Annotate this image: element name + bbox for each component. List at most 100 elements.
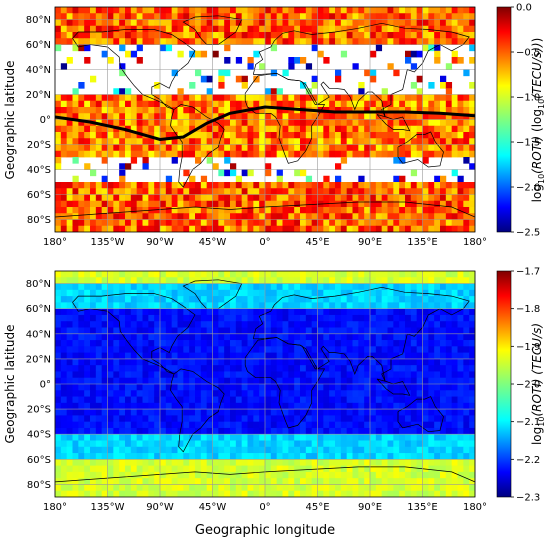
heatmap-cell	[230, 365, 237, 372]
heatmap-cell	[311, 94, 318, 102]
heatmap-cell	[165, 94, 173, 102]
heatmap-cell	[119, 358, 126, 366]
heatmap-cell	[183, 446, 190, 454]
heatmap-cell	[288, 296, 295, 303]
heatmap-cell	[235, 182, 243, 189]
heatmap-cell	[294, 283, 301, 291]
heatmap-cell	[154, 402, 161, 410]
heatmap-cell	[405, 38, 412, 45]
heatmap-cell	[445, 427, 453, 435]
heatmap-cell	[55, 421, 62, 429]
colorbar-label-top: log10(ROTI) (log10(TECU/s)))	[530, 38, 546, 203]
heatmap-cell	[440, 200, 447, 208]
heatmap-cell	[370, 213, 377, 220]
heatmap-cell	[352, 13, 359, 20]
heatmap-cell	[364, 365, 371, 372]
heatmap-cell	[72, 125, 79, 133]
heatmap-cell	[195, 490, 202, 497]
heatmap-cell	[101, 384, 108, 391]
heatmap-cell	[422, 119, 429, 127]
heatmap-cell	[340, 427, 348, 435]
heatmap-cell	[212, 440, 219, 448]
heatmap-cell	[78, 38, 85, 45]
heatmap-cell	[241, 490, 248, 497]
heatmap-cell	[165, 421, 173, 429]
heatmap-cell	[335, 25, 342, 33]
heatmap-cell	[200, 377, 208, 385]
heatmap-cell	[218, 453, 225, 460]
heatmap-cell	[317, 409, 324, 416]
heatmap-cell	[119, 402, 126, 410]
heatmap-cell	[90, 478, 97, 485]
heatmap-cell	[416, 365, 423, 372]
heatmap-cell	[294, 453, 301, 460]
heatmap-cell	[428, 421, 435, 429]
heatmap-cell	[335, 132, 342, 139]
heatmap-cell	[393, 471, 400, 479]
heatmap-cell	[119, 384, 126, 391]
heatmap-cell	[375, 107, 383, 114]
heatmap-cell	[78, 219, 85, 227]
heatmap-cell	[165, 440, 173, 448]
heatmap-cell	[113, 38, 120, 45]
heatmap-cell	[200, 471, 208, 479]
heatmap-cell	[305, 415, 313, 423]
heatmap-cell	[101, 138, 108, 145]
heatmap-cell	[323, 446, 330, 454]
heatmap-cell	[195, 314, 202, 322]
heatmap-cell	[177, 377, 184, 385]
heatmap-cell	[177, 421, 184, 429]
heatmap-cell	[352, 182, 359, 189]
heatmap-cell	[323, 32, 330, 39]
heatmap-cell	[276, 402, 283, 410]
heatmap-cell	[183, 200, 190, 208]
heatmap-cell	[160, 484, 167, 492]
heatmap-cell	[136, 144, 143, 152]
heatmap-cell	[130, 484, 138, 492]
heatmap-cell	[428, 377, 435, 385]
heatmap-cell	[90, 377, 97, 385]
heatmap-cell	[294, 484, 301, 492]
heatmap-cells-top	[55, 7, 475, 232]
heatmap-cell	[253, 409, 260, 416]
heatmap-cell	[148, 225, 155, 232]
heatmap-cell	[305, 384, 313, 391]
heatmap-cell	[270, 219, 278, 227]
heatmap-cell	[422, 225, 429, 232]
heatmap-cell	[119, 94, 126, 102]
heatmap-cell	[422, 321, 429, 328]
heatmap-cell	[113, 358, 120, 366]
heatmap-cell	[451, 207, 458, 214]
heatmap-cell	[364, 371, 371, 379]
heatmap-cell	[265, 289, 272, 297]
heatmap-cell	[101, 377, 108, 385]
heatmap-cell	[230, 446, 237, 454]
heatmap-cell	[288, 384, 295, 391]
heatmap-cell	[445, 25, 453, 33]
heatmap-cell	[101, 157, 108, 164]
heatmap-cell	[247, 289, 254, 297]
heatmap-cell	[428, 471, 435, 479]
heatmap-cell	[282, 490, 289, 497]
heatmap-cell	[434, 150, 441, 158]
heatmap-cell	[107, 453, 114, 460]
heatmap-cell	[387, 402, 394, 410]
heatmap-cell	[358, 490, 365, 497]
heatmap-cell	[171, 471, 178, 479]
heatmap-cell	[171, 390, 178, 397]
heatmap-cell	[387, 32, 394, 39]
heatmap-cell	[90, 7, 97, 14]
heatmap-cell	[276, 453, 283, 460]
heatmap-cell	[405, 100, 412, 108]
heatmap-cell	[352, 308, 359, 316]
heatmap-cell	[434, 409, 441, 416]
heatmap-cell	[323, 144, 330, 152]
heatmap-cell	[346, 314, 353, 322]
heatmap-cell	[317, 188, 324, 195]
heatmap-cell	[171, 94, 178, 102]
heatmap-cell	[247, 119, 254, 127]
heatmap-cell	[370, 19, 377, 27]
heatmap-cell	[358, 371, 365, 379]
heatmap-cell	[119, 478, 126, 485]
heatmap-cell	[270, 277, 278, 284]
